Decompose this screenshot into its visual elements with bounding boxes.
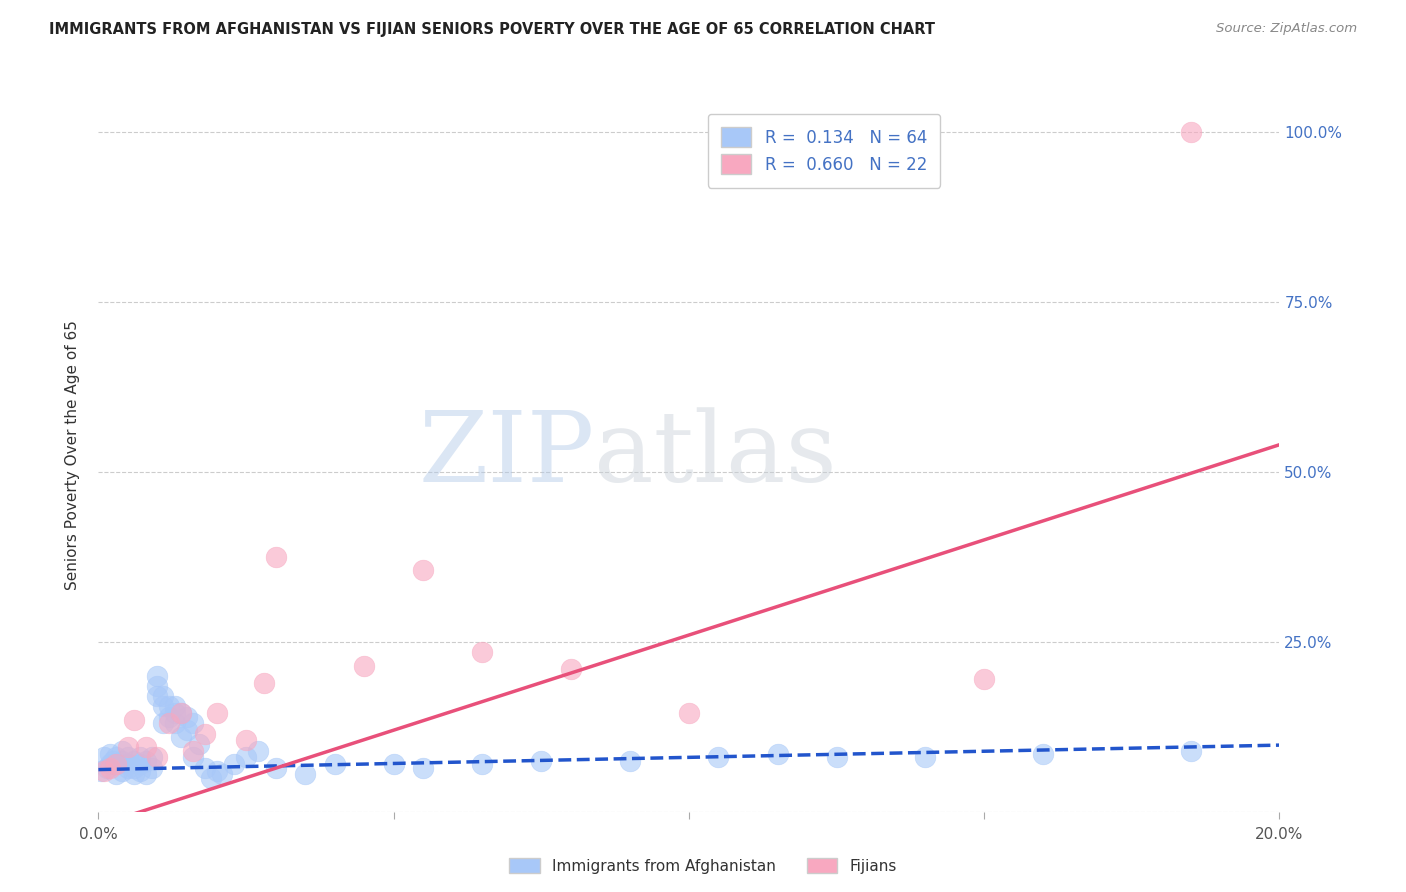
Point [98,757,121,772]
Point [157,709,180,723]
Point [135,767,157,781]
Legend: Immigrants from Afghanistan, Fijians: Immigrants from Afghanistan, Fijians [503,852,903,880]
Point [105,757,128,772]
Point [128,750,150,764]
Point [973,672,995,686]
Point [619,754,641,768]
Point [253,675,276,690]
Point [264,549,287,564]
Point [412,760,434,774]
Point [146,679,169,693]
Point [117,760,139,774]
Point [170,706,193,721]
Point [530,754,553,768]
Y-axis label: Seniors Poverty Over the Age of 65: Seniors Poverty Over the Age of 65 [65,320,80,590]
Point [157,716,180,731]
Point [176,723,198,738]
Point [412,564,434,578]
Point [678,706,700,721]
Point [1032,747,1054,761]
Point [98,760,121,774]
Point [165,716,187,731]
Point [205,706,228,721]
Point [471,757,494,772]
Point [471,645,494,659]
Point [105,767,128,781]
Point [93,750,115,764]
Point [353,658,375,673]
Point [200,771,222,785]
Point [128,757,150,772]
Point [224,757,246,772]
Point [264,760,287,774]
Point [211,767,233,781]
Point [152,689,174,703]
Point [135,754,157,768]
Point [294,767,316,781]
Point [157,699,180,714]
Point [170,730,193,744]
Point [105,757,128,772]
Point [111,754,134,768]
Point [90,764,112,778]
Point [117,757,139,772]
Point [1180,125,1202,139]
Point [181,716,204,731]
Point [152,716,174,731]
Point [122,767,145,781]
Point [135,740,157,755]
Point [122,754,145,768]
Point [246,743,269,757]
Point [194,726,217,740]
Point [96,760,118,774]
Point [117,750,139,764]
Point [141,750,163,764]
Point [152,699,174,714]
Point [914,750,936,764]
Point [165,699,187,714]
Point [187,737,209,751]
Point [235,733,257,747]
Point [181,750,204,764]
Point [323,757,346,772]
Point [128,764,150,778]
Point [1180,743,1202,757]
Point [176,709,198,723]
Point [560,662,582,676]
Point [707,750,730,764]
Point [766,747,789,761]
Point [105,750,128,764]
Text: ZIP: ZIP [418,407,595,503]
Text: Source: ZipAtlas.com: Source: ZipAtlas.com [1216,22,1357,36]
Point [141,760,163,774]
Point [122,760,145,774]
Point [98,747,121,761]
Point [103,754,125,768]
Point [146,750,169,764]
Point [117,740,139,755]
Point [146,669,169,683]
Point [93,764,115,778]
Text: IMMIGRANTS FROM AFGHANISTAN VS FIJIAN SENIORS POVERTY OVER THE AGE OF 65 CORRELA: IMMIGRANTS FROM AFGHANISTAN VS FIJIAN SE… [49,22,935,37]
Point [170,706,193,721]
Point [382,757,405,772]
Point [825,750,848,764]
Point [111,743,134,757]
Text: atlas: atlas [595,407,837,503]
Point [235,750,257,764]
Point [122,713,145,727]
Legend: R =  0.134   N = 64, R =  0.660   N = 22: R = 0.134 N = 64, R = 0.660 N = 22 [709,113,941,187]
Point [146,689,169,703]
Point [111,764,134,778]
Point [194,760,217,774]
Point [205,764,228,778]
Point [181,743,204,757]
Point [165,706,187,721]
